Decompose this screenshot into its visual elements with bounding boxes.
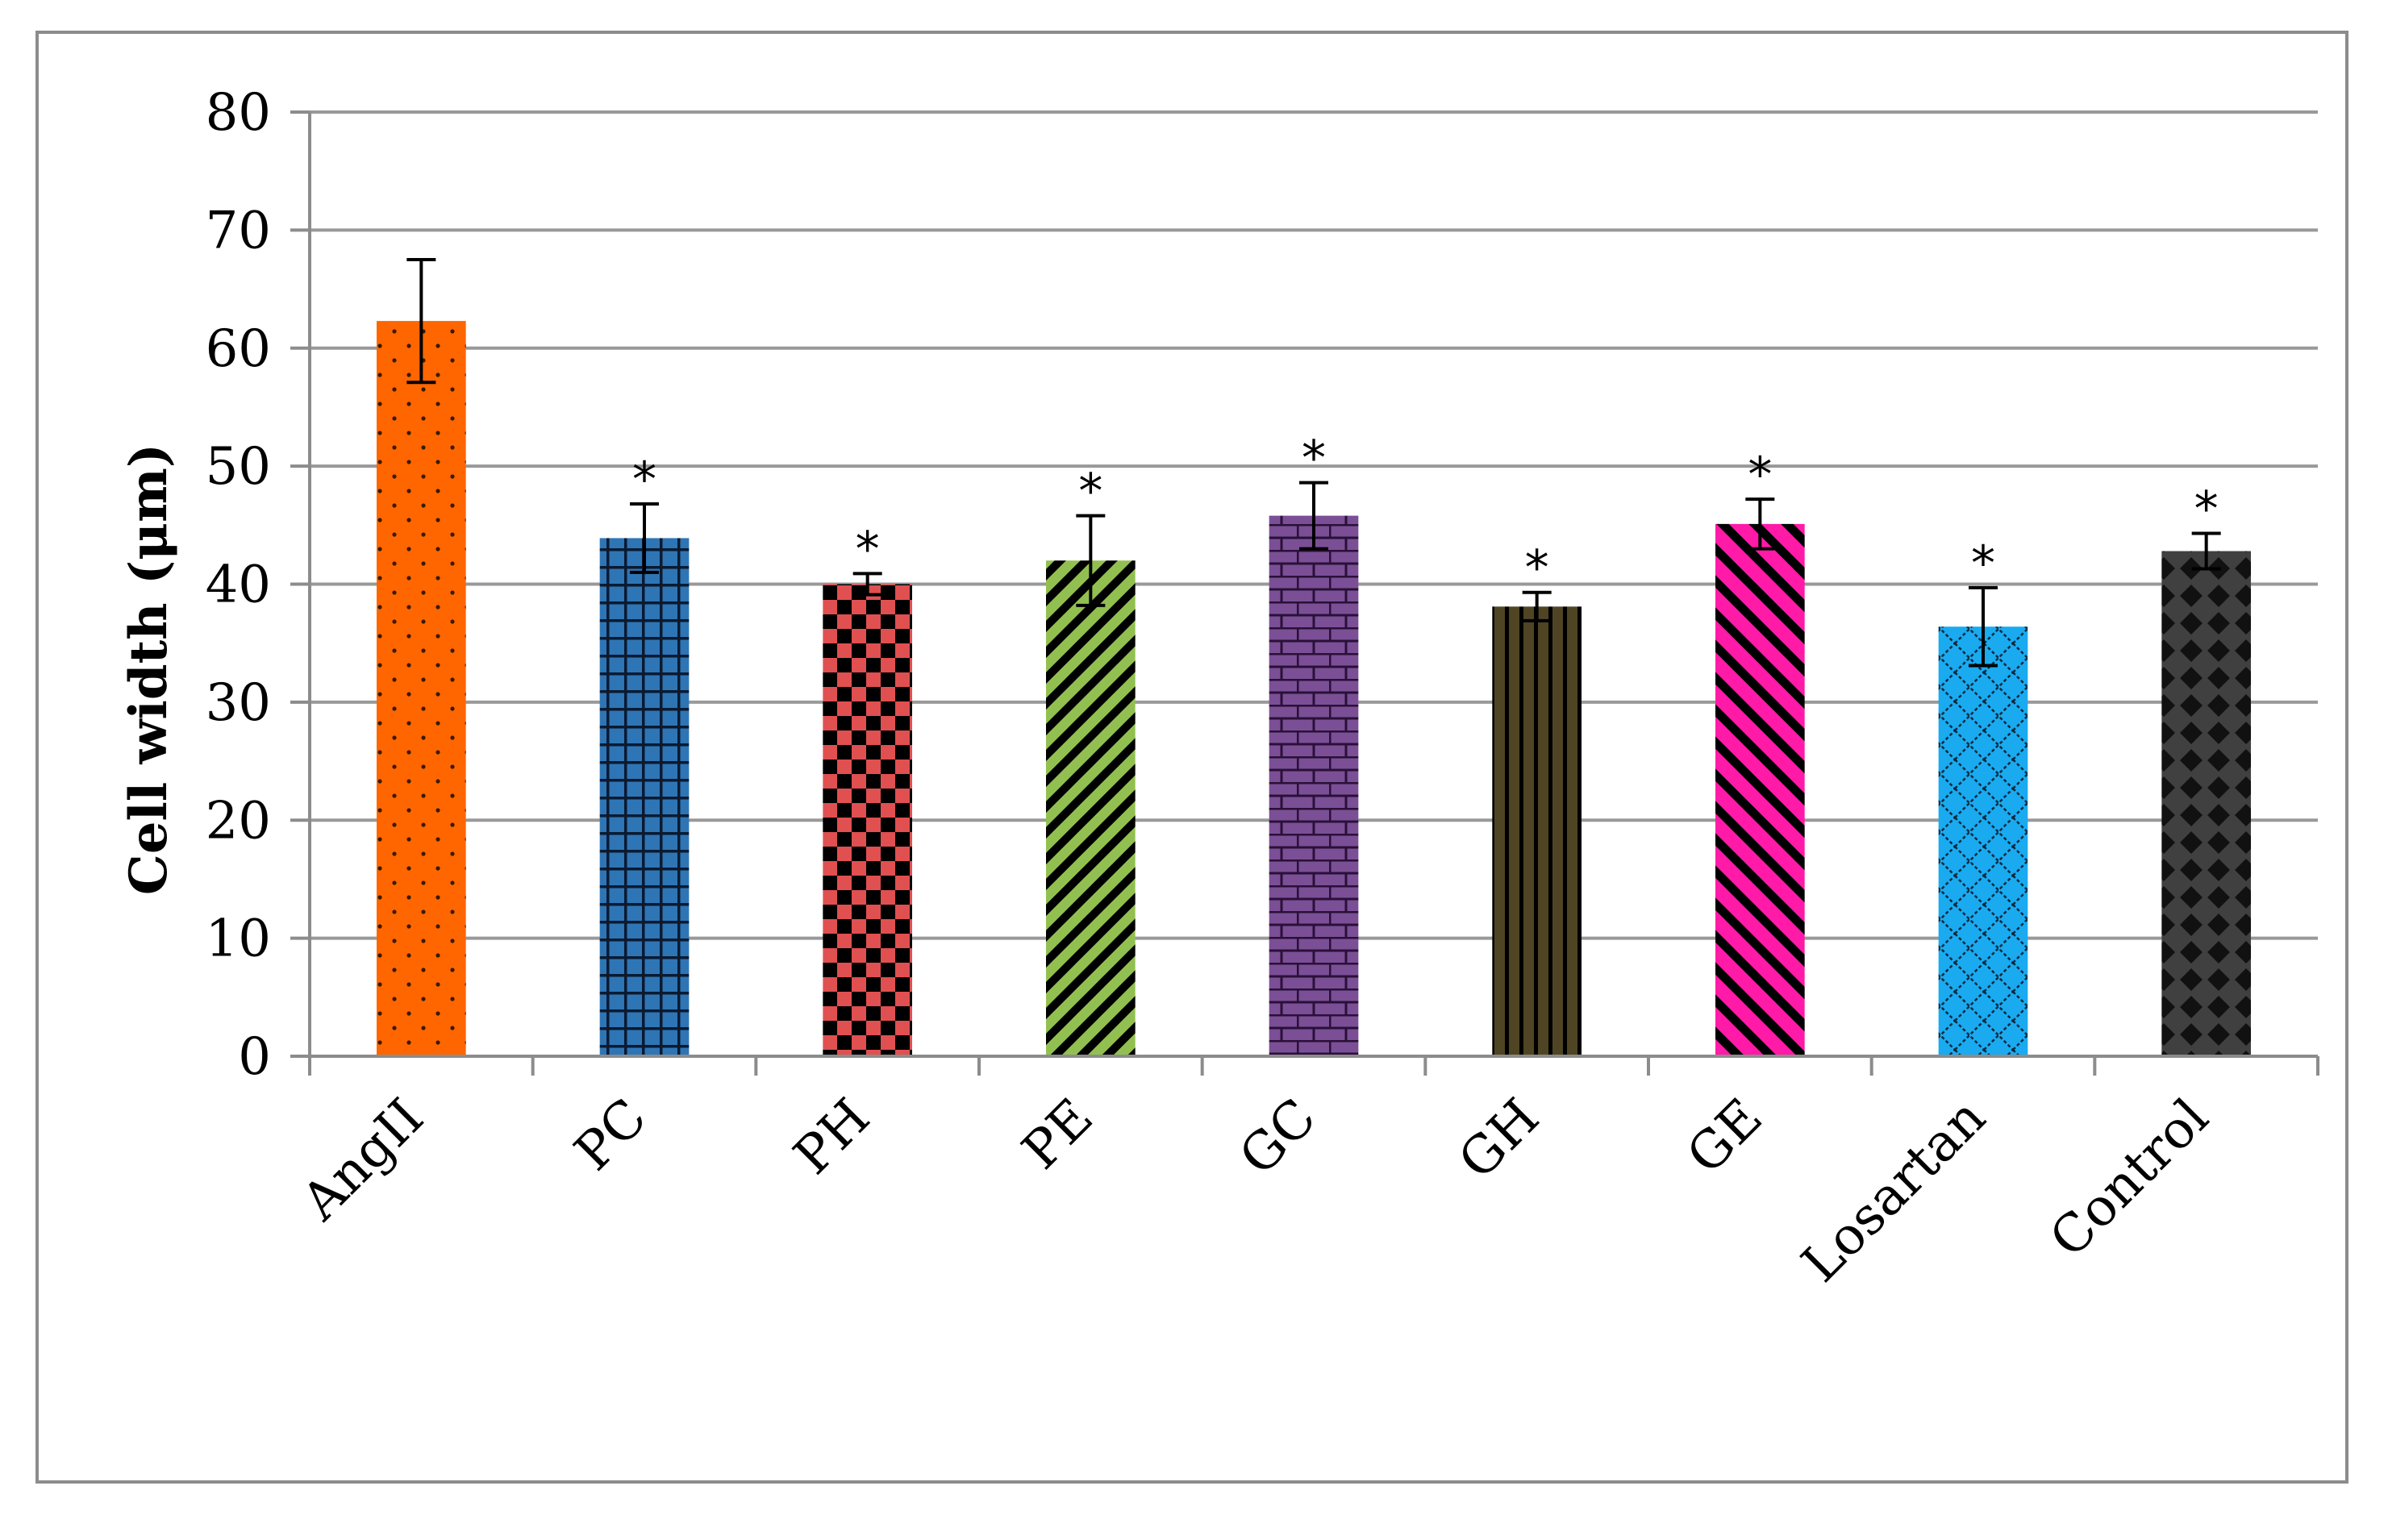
bar-control: [2161, 551, 2251, 1056]
significance-marker: *: [856, 521, 880, 577]
bar-gc: [1269, 515, 1359, 1056]
x-tick-label: PE: [1011, 1088, 1105, 1181]
significance-marker: *: [1971, 535, 1995, 592]
chart-frame: 0 10 20 30 40 50 60 70 80 AngII * PC * PH * PE * GC * GH * GE…: [35, 31, 2348, 1484]
error-bar: [1076, 514, 1106, 607]
x-tick-label: Control: [2039, 1088, 2220, 1269]
x-tick-label: PH: [783, 1088, 881, 1186]
y-tick-label: 70: [206, 201, 271, 260]
bar-ge: [1715, 523, 1805, 1056]
bar-pc: [599, 538, 690, 1056]
significance-marker: *: [1748, 447, 1772, 503]
y-tick-label: 60: [206, 319, 271, 379]
error-bar: [1745, 497, 1775, 551]
bar-chart: 0 10 20 30 40 50 60 70 80 AngII * PC * PH * PE * GC * GH * GE…: [119, 83, 2319, 1294]
error-bar: [1299, 481, 1328, 551]
bar-gh: [1492, 606, 1582, 1056]
x-tick-label: Losartan: [1791, 1088, 1998, 1294]
error-bar: [1969, 585, 1998, 668]
y-tick-label: 10: [206, 909, 271, 969]
bar-pe: [1046, 560, 1136, 1056]
significance-marker: *: [1302, 431, 1326, 487]
bar-losartan: [1938, 626, 2028, 1056]
error-bar: [2191, 531, 2221, 571]
y-tick-label: 20: [206, 791, 271, 851]
labels: 0 10 20 30 40 50 60 70 80 AngII * PC * PH * PE * GC * GH * GE…: [206, 83, 2220, 1294]
y-tick-label: 50: [206, 437, 271, 497]
y-tick-label: 30: [206, 673, 271, 733]
y-tick-label: 0: [238, 1027, 271, 1087]
bars: [377, 257, 2251, 1056]
significance-marker: *: [1078, 464, 1102, 520]
error-bar: [852, 572, 882, 597]
y-axis-title: Cell width (μm): [119, 443, 179, 895]
error-bar: [406, 257, 436, 385]
x-tick-label: GH: [1448, 1088, 1551, 1191]
axes: [290, 110, 2319, 1076]
y-tick-label: 80: [206, 83, 271, 143]
significance-marker: *: [2194, 481, 2219, 538]
error-bar: [1522, 590, 1552, 622]
error-bar: [630, 502, 659, 574]
x-tick-label: GC: [1228, 1088, 1327, 1187]
bar-angii: [377, 321, 466, 1056]
y-tick-label: 40: [206, 556, 271, 615]
bar-ph: [823, 584, 912, 1056]
x-tick-label: AngII: [290, 1088, 436, 1233]
significance-marker: *: [632, 452, 656, 508]
significance-marker: *: [1525, 540, 1549, 597]
x-tick-label: PC: [564, 1088, 658, 1182]
x-tick-label: GE: [1676, 1088, 1774, 1186]
